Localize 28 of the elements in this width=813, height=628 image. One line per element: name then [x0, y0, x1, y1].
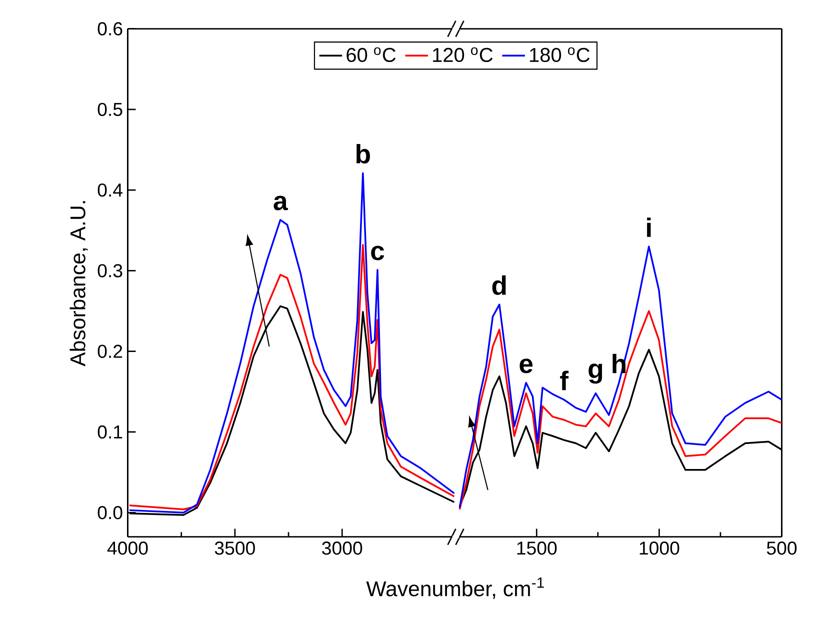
y-tick-label: 0.1	[98, 425, 122, 439]
x-tick-label: 4000	[107, 541, 148, 555]
x-tick-label: 500	[766, 541, 797, 555]
annotation: e	[520, 358, 533, 374]
x-tick-label: 3000	[322, 541, 362, 555]
annotation: g	[588, 364, 602, 384]
y-tick-label: 0.0	[98, 506, 122, 520]
y-tick-label: 0.3	[98, 264, 122, 278]
y-tick-label: 0.6	[98, 22, 122, 36]
x-tick-label: 1000	[640, 541, 680, 555]
x-tick-label: 1500	[517, 541, 557, 555]
y-tick-label: 0.5	[98, 102, 122, 116]
annotation: i	[647, 218, 651, 237]
annotation: f	[560, 370, 569, 390]
x-tick-label: 3500	[214, 541, 255, 555]
annotation: d	[492, 275, 506, 295]
legend-label: 60 $^{o}$C	[346, 47, 396, 62]
x-axis-title: Wavenumber, cm$^{-1}$	[366, 578, 544, 599]
line-series	[128, 244, 456, 510]
legend-label: 120 $^{o}$C	[433, 47, 493, 62]
annotation: a	[274, 196, 288, 210]
y-tick-label: 0.2	[98, 344, 122, 358]
legend-label: 180 $^{o}$C	[530, 47, 590, 62]
y-axis-title: Absorbance, A.U.	[70, 201, 88, 366]
line-series	[128, 172, 456, 514]
annotation: c	[371, 246, 384, 260]
annotation: b	[356, 144, 370, 164]
y-tick-label: 0.4	[98, 183, 122, 197]
